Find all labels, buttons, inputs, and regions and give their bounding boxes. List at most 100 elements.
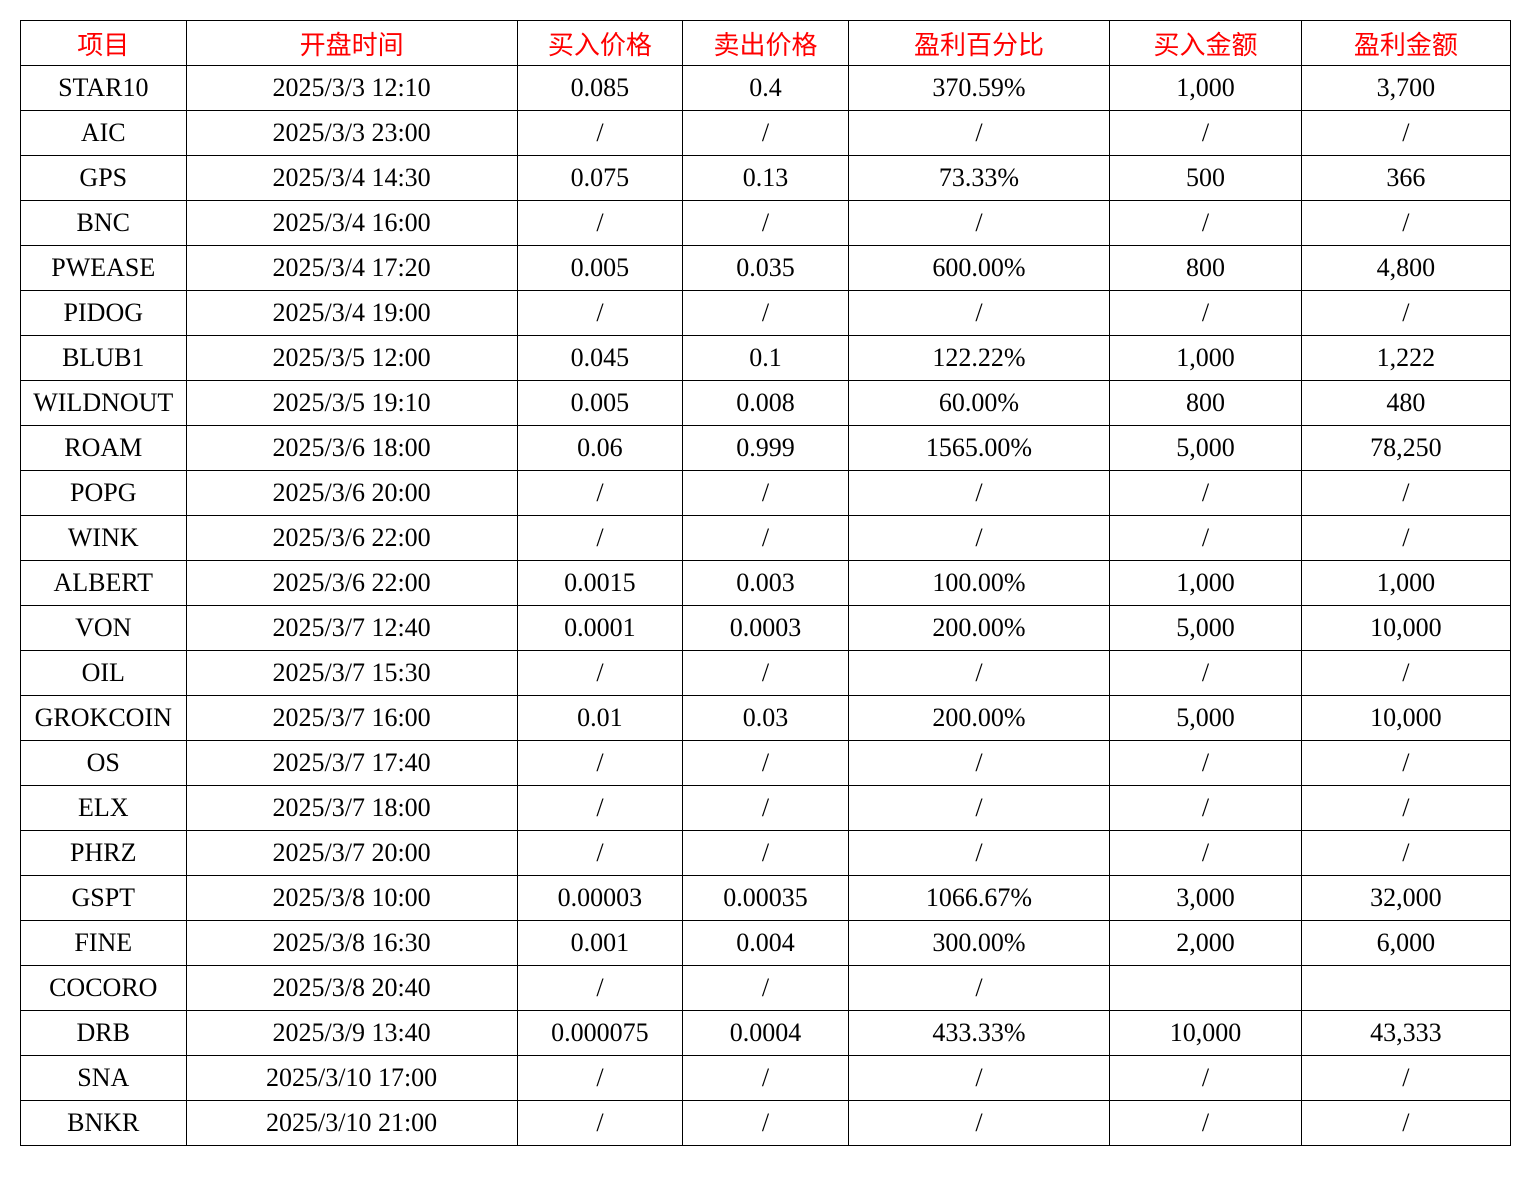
cell-buy_amount: / [1110, 1056, 1302, 1101]
cell-open_time: 2025/3/3 12:10 [186, 66, 517, 111]
cell-sell_price: 0.0003 [683, 606, 849, 651]
cell-project: PIDOG [21, 291, 187, 336]
cell-buy_amount: 2,000 [1110, 921, 1302, 966]
table-header-row: 项目开盘时间买入价格卖出价格盈利百分比买入金额盈利金额 [21, 21, 1511, 66]
cell-sell_price: 0.1 [683, 336, 849, 381]
cell-profit_amount: 4,800 [1301, 246, 1510, 291]
cell-sell_price: / [683, 786, 849, 831]
cell-profit_pct: / [848, 291, 1109, 336]
cell-buy_price: / [517, 111, 683, 156]
cell-profit_pct: / [848, 966, 1109, 1011]
cell-open_time: 2025/3/8 20:40 [186, 966, 517, 1011]
cell-buy_amount: 3,000 [1110, 876, 1302, 921]
cell-open_time: 2025/3/9 13:40 [186, 1011, 517, 1056]
cell-buy_price: / [517, 516, 683, 561]
cell-open_time: 2025/3/6 20:00 [186, 471, 517, 516]
cell-profit_pct: 300.00% [848, 921, 1109, 966]
cell-sell_price: / [683, 471, 849, 516]
cell-sell_price: 0.0004 [683, 1011, 849, 1056]
cell-project: AIC [21, 111, 187, 156]
table-row: OIL2025/3/7 15:30///// [21, 651, 1511, 696]
cell-profit_amount: / [1301, 1056, 1510, 1101]
cell-buy_price: 0.045 [517, 336, 683, 381]
cell-profit_pct: 100.00% [848, 561, 1109, 606]
cell-project: WINK [21, 516, 187, 561]
cell-profit_amount: / [1301, 741, 1510, 786]
cell-profit_pct: 200.00% [848, 696, 1109, 741]
cell-buy_amount: / [1110, 291, 1302, 336]
trading-data-table: 项目开盘时间买入价格卖出价格盈利百分比买入金额盈利金额 STAR102025/3… [20, 20, 1511, 1146]
cell-profit_amount: / [1301, 471, 1510, 516]
cell-project: ROAM [21, 426, 187, 471]
table-row: BNKR2025/3/10 21:00///// [21, 1101, 1511, 1146]
table-row: SNA2025/3/10 17:00///// [21, 1056, 1511, 1101]
cell-project: PWEASE [21, 246, 187, 291]
cell-profit_amount: 1,000 [1301, 561, 1510, 606]
cell-profit_pct: / [848, 1056, 1109, 1101]
cell-profit_amount: 10,000 [1301, 696, 1510, 741]
cell-sell_price: / [683, 516, 849, 561]
cell-open_time: 2025/3/3 23:00 [186, 111, 517, 156]
cell-profit_pct: / [848, 1101, 1109, 1146]
cell-open_time: 2025/3/6 22:00 [186, 561, 517, 606]
header-open_time: 开盘时间 [186, 21, 517, 66]
cell-profit_amount: 78,250 [1301, 426, 1510, 471]
cell-profit_amount: 10,000 [1301, 606, 1510, 651]
cell-project: ALBERT [21, 561, 187, 606]
cell-open_time: 2025/3/7 17:40 [186, 741, 517, 786]
cell-profit_pct: 1565.00% [848, 426, 1109, 471]
header-profit_amount: 盈利金额 [1301, 21, 1510, 66]
cell-buy_amount: 500 [1110, 156, 1302, 201]
cell-profit_pct: 200.00% [848, 606, 1109, 651]
cell-profit_amount: 32,000 [1301, 876, 1510, 921]
cell-project: BLUB1 [21, 336, 187, 381]
cell-project: GSPT [21, 876, 187, 921]
cell-profit_pct: 433.33% [848, 1011, 1109, 1056]
cell-sell_price: 0.999 [683, 426, 849, 471]
table-row: PHRZ2025/3/7 20:00///// [21, 831, 1511, 876]
cell-open_time: 2025/3/7 15:30 [186, 651, 517, 696]
cell-sell_price: 0.13 [683, 156, 849, 201]
cell-profit_pct: / [848, 111, 1109, 156]
cell-buy_amount: 1,000 [1110, 66, 1302, 111]
cell-profit_amount: / [1301, 786, 1510, 831]
cell-buy_price: 0.000075 [517, 1011, 683, 1056]
cell-open_time: 2025/3/10 21:00 [186, 1101, 517, 1146]
cell-open_time: 2025/3/7 16:00 [186, 696, 517, 741]
cell-buy_price: / [517, 831, 683, 876]
cell-project: SNA [21, 1056, 187, 1101]
table-row: ELX2025/3/7 18:00///// [21, 786, 1511, 831]
cell-profit_amount: / [1301, 651, 1510, 696]
cell-open_time: 2025/3/4 17:20 [186, 246, 517, 291]
cell-buy_price: 0.01 [517, 696, 683, 741]
cell-buy_price: 0.005 [517, 381, 683, 426]
cell-profit_amount: 43,333 [1301, 1011, 1510, 1056]
cell-sell_price: / [683, 291, 849, 336]
cell-open_time: 2025/3/5 12:00 [186, 336, 517, 381]
table-row: ALBERT2025/3/6 22:000.00150.003100.00%1,… [21, 561, 1511, 606]
cell-profit_amount: / [1301, 201, 1510, 246]
header-buy_amount: 买入金额 [1110, 21, 1302, 66]
cell-open_time: 2025/3/7 18:00 [186, 786, 517, 831]
table-row: PIDOG2025/3/4 19:00///// [21, 291, 1511, 336]
header-buy_price: 买入价格 [517, 21, 683, 66]
cell-buy_amount: / [1110, 651, 1302, 696]
cell-sell_price: 0.00035 [683, 876, 849, 921]
cell-project: GPS [21, 156, 187, 201]
cell-buy_amount: / [1110, 786, 1302, 831]
cell-buy_price: 0.001 [517, 921, 683, 966]
cell-project: OS [21, 741, 187, 786]
cell-buy_price: 0.075 [517, 156, 683, 201]
cell-profit_pct: 73.33% [848, 156, 1109, 201]
cell-project: FINE [21, 921, 187, 966]
cell-buy_price: 0.06 [517, 426, 683, 471]
cell-open_time: 2025/3/7 20:00 [186, 831, 517, 876]
table-row: BNC2025/3/4 16:00///// [21, 201, 1511, 246]
cell-profit_pct: 600.00% [848, 246, 1109, 291]
header-project: 项目 [21, 21, 187, 66]
header-profit_pct: 盈利百分比 [848, 21, 1109, 66]
table-row: ROAM2025/3/6 18:000.060.9991565.00%5,000… [21, 426, 1511, 471]
cell-buy_amount: 1,000 [1110, 336, 1302, 381]
cell-profit_pct: / [848, 741, 1109, 786]
cell-sell_price: / [683, 1101, 849, 1146]
